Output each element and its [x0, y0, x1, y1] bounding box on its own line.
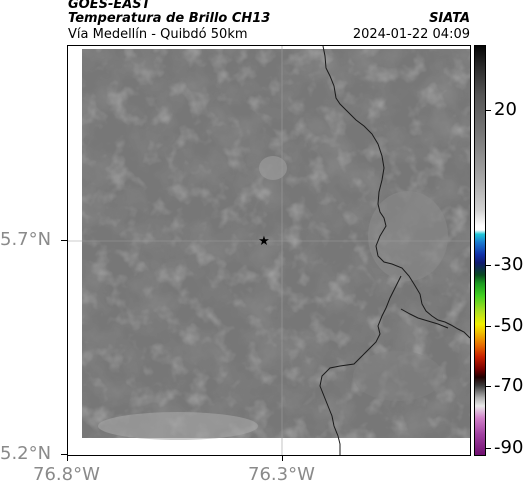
colorbar-label: -50	[494, 315, 524, 336]
colorbar	[474, 45, 486, 456]
lon-tick	[67, 455, 68, 461]
lon-tick	[282, 455, 283, 461]
river-boundary	[319, 275, 402, 455]
colorbar-tick	[486, 265, 491, 266]
timestamp: 2024-01-22 04:09	[352, 27, 470, 42]
lat-tick	[61, 454, 67, 455]
colorbar-label: -90	[494, 437, 524, 458]
satellite-image: ★	[68, 46, 470, 455]
lon-label: 76.8°W	[33, 464, 100, 485]
colorbar-tick	[486, 386, 491, 387]
region-subtitle: Vía Medellín - Quibdó 50km	[68, 27, 248, 42]
star-marker[interactable]: ★	[258, 234, 270, 249]
lat-tick	[61, 240, 67, 241]
product-title: Temperatura de Brillo CH13	[68, 11, 271, 26]
colorbar-label: -70	[494, 375, 524, 396]
colorbar-tick	[486, 448, 491, 449]
lon-label: 76.3°W	[248, 464, 315, 485]
lat-label: 5.2°N	[0, 443, 52, 464]
satellite-title: GOES-EAST	[68, 0, 151, 12]
colorbar-label: -30	[494, 254, 524, 275]
coastline-boundary	[322, 46, 470, 339]
map-panel[interactable]: ★	[67, 45, 471, 456]
lat-label: 5.7°N	[0, 229, 52, 250]
colorbar-label: 20	[494, 99, 517, 120]
brand-label: SIATA	[429, 11, 470, 26]
colorbar-tick	[486, 110, 491, 111]
colorbar-tick	[486, 326, 491, 327]
